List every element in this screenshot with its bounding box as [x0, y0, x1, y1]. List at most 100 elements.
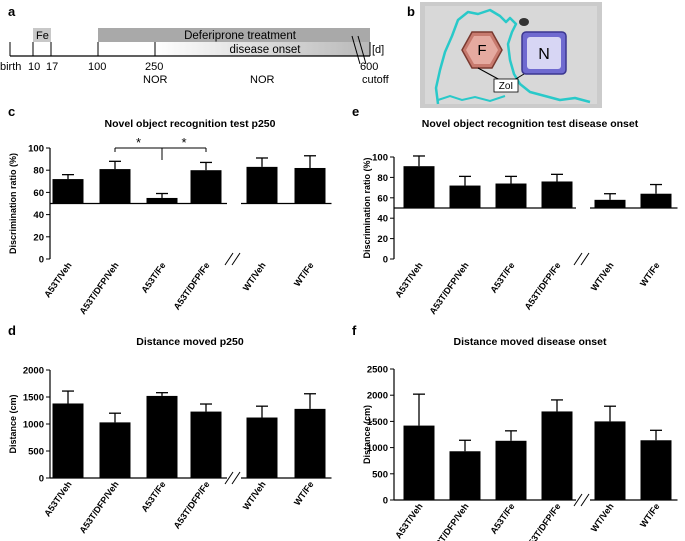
chart-c-ytick-label: 0	[39, 255, 44, 266]
mouse-track-bottom	[437, 94, 506, 103]
chart-d-y-axis-label: Distance (cm)	[8, 394, 18, 453]
chart-f-ytick-label: 1000	[367, 443, 388, 454]
novel-object-inner	[527, 37, 561, 69]
chart-f-bar	[541, 411, 573, 500]
chart-f-bar	[594, 421, 626, 500]
chart-d-bar	[246, 417, 278, 478]
chart-f-ytick-label: 0	[383, 496, 388, 507]
zoi-box	[493, 78, 519, 93]
chart-c-sig-star: *	[181, 135, 186, 150]
tick-label-17: 17	[46, 61, 58, 73]
mouse	[519, 18, 529, 26]
chart-c-y-axis-label: Discrimination ratio (%)	[8, 153, 18, 254]
chart-f-y-axis-label: Distance (cm)	[362, 405, 372, 464]
chart-d-ytick-label: 2000	[23, 366, 44, 377]
chart-f-bar	[495, 440, 527, 500]
chart-e-bar	[640, 193, 672, 208]
fe-period-box	[33, 28, 51, 42]
chart-e-bar	[403, 166, 435, 208]
arena-photo: F N ZoI	[420, 2, 602, 108]
cutoff-label: cutoff	[362, 74, 390, 86]
chart-f-bar	[640, 440, 672, 500]
panel-label-f: f	[352, 323, 357, 338]
chart-f-category-label: A53T/DFP/Fe	[523, 501, 563, 541]
panel-label-e: e	[352, 104, 360, 119]
chart-e-bar	[594, 199, 626, 208]
chart-e-bar	[541, 181, 573, 208]
chart-c-ytick-label: 100	[28, 144, 44, 155]
disease-onset-label: disease onset	[230, 44, 302, 56]
zoi-pointer-left	[477, 67, 501, 81]
chart-d-ytick-label: 1500	[23, 393, 44, 404]
disease-onset-gradient	[155, 42, 370, 56]
chart-f-category-label: A53T/Fe	[488, 501, 516, 535]
chart-c-title: Novel object recognition test p250	[104, 118, 276, 130]
chart-f-ytick-label: 500	[372, 469, 388, 480]
axis-break-left	[351, 35, 361, 65]
chart-d-bar	[146, 395, 178, 478]
chart-c-ytick-label: 40	[33, 210, 44, 221]
chart-c-axis-break	[231, 252, 241, 266]
chart-d-axis-break	[224, 471, 234, 485]
tick-label-birth: birth	[0, 61, 21, 73]
nor-label-2: NOR	[250, 74, 275, 86]
chart-d-ytick-label: 1000	[23, 420, 44, 431]
tick-label-100: 100	[88, 61, 106, 73]
treatment-label: Deferiprone treatment	[184, 30, 297, 42]
chart-f-ytick-label: 2000	[367, 391, 388, 402]
chart-e-ytick-label: 40	[377, 214, 388, 225]
chart-c-ytick-label: 60	[33, 188, 44, 199]
chart-e-ytick-label: 100	[372, 153, 388, 164]
chart-d-bar	[294, 408, 326, 478]
chart-e-bar	[449, 185, 481, 208]
chart-d-axis-break	[231, 471, 241, 485]
chart-c-bar	[99, 169, 131, 204]
chart-e-axis-break	[573, 252, 583, 266]
panel-label-c: c	[8, 104, 16, 119]
chart-e-title: Novel object recognition test disease on…	[421, 118, 639, 130]
chart-f-category-label: A53T/DFP/Veh	[427, 501, 470, 541]
chart-c-ytick-label: 20	[33, 232, 44, 243]
chart-d-bar	[52, 403, 84, 478]
chart-e-bar	[495, 183, 527, 208]
tick-label-10: 10	[28, 61, 40, 73]
tick-label-250: 250	[145, 61, 163, 73]
axis-break-right	[357, 35, 367, 65]
chart-d-bar	[190, 411, 222, 478]
panel-label-b: b	[407, 4, 415, 19]
tick-label-600: 600	[360, 61, 378, 73]
chart-f-category-label: A53T/Veh	[393, 501, 424, 540]
chart-c-sig-star: *	[136, 135, 141, 150]
chart-f-category-label: WT/Fe	[638, 501, 662, 529]
chart-e-ytick-label: 60	[377, 193, 388, 204]
zoi-label: ZoI	[499, 81, 513, 92]
chart-d-ytick-label: 500	[28, 447, 44, 458]
chart-d-ytick-label: 0	[39, 474, 44, 485]
chart-c-axis-break	[224, 252, 234, 266]
chart-f-axis-break	[580, 493, 590, 507]
unit-label: [d]	[372, 44, 384, 56]
chart-e-ytick-label: 20	[377, 234, 388, 245]
chart-f-ytick-label: 1500	[367, 417, 388, 428]
chart-f-category-label: WT/Veh	[589, 501, 616, 533]
chart-e-axis-break	[580, 252, 590, 266]
timeline-diagram: Fe Deferiprone treatment disease onset […	[0, 28, 390, 86]
chart-c-bar	[146, 197, 178, 204]
familiar-object-inner	[466, 36, 498, 64]
chart-f-bar	[403, 425, 435, 500]
mouse-track	[434, 8, 591, 105]
treatment-bar	[98, 28, 370, 42]
chart-f-ytick-label: 2500	[367, 365, 388, 376]
chart-d-title: Distance moved p250	[136, 336, 244, 348]
chart-c-bar	[52, 179, 84, 204]
panel-label-d: d	[8, 323, 16, 338]
familiar-object-label: F	[477, 42, 486, 59]
chart-c-bar	[246, 166, 278, 204]
fe-label: Fe	[36, 30, 49, 42]
chart-c-ytick-label: 80	[33, 166, 44, 177]
chart-d-bar	[99, 422, 131, 478]
chart-e-y-axis-label: Discrimination ratio (%)	[362, 157, 372, 258]
